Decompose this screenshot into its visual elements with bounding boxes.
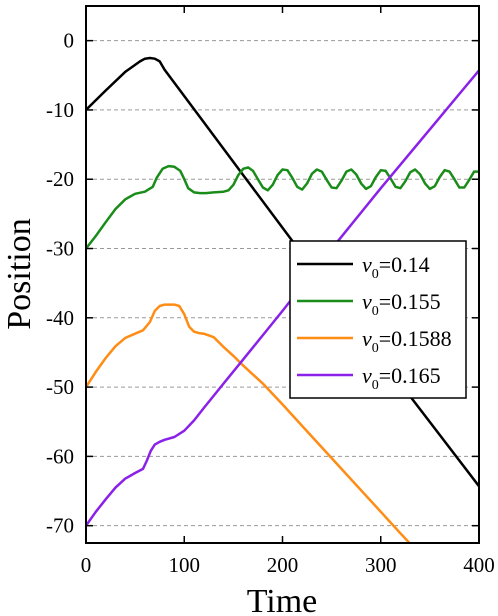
legend-label-3: v0=0.165	[362, 363, 441, 393]
y-tick-label: -70	[46, 514, 74, 538]
y-tick-label: -40	[46, 306, 74, 330]
x-tick-label: 400	[463, 553, 495, 577]
y-axis-title: Position	[1, 218, 38, 329]
series-line-3	[86, 69, 479, 527]
x-tick-label: 100	[169, 553, 201, 577]
legend-label-2: v0=0.1588	[362, 326, 452, 356]
y-tick-label: -10	[46, 98, 74, 122]
x-tick-label: 0	[81, 553, 92, 577]
y-tick-label: -30	[46, 237, 74, 261]
series-line-2	[86, 303, 412, 543]
y-tick-label: -20	[46, 167, 74, 191]
grid-lines	[86, 40, 479, 527]
y-tick-label: -50	[46, 375, 74, 399]
legend: v0=0.14 v0=0.155 v0=0.1588 v0=0.165	[289, 240, 467, 399]
x-tick-label: 200	[267, 553, 299, 577]
legend-label-0: v0=0.14	[362, 252, 430, 282]
x-tick-label: 300	[365, 553, 397, 577]
axis-ticks: 0 -10 -20 -30 -40 -50 -60 -70 0 100 200 300 400	[46, 6, 495, 577]
series-line-1	[86, 164, 479, 250]
y-tick-label: -60	[46, 444, 74, 468]
y-tick-label: 0	[64, 29, 75, 53]
legend-box	[289, 240, 467, 399]
legend-label-1: v0=0.155	[362, 289, 441, 319]
x-axis-title: Time	[247, 583, 318, 616]
